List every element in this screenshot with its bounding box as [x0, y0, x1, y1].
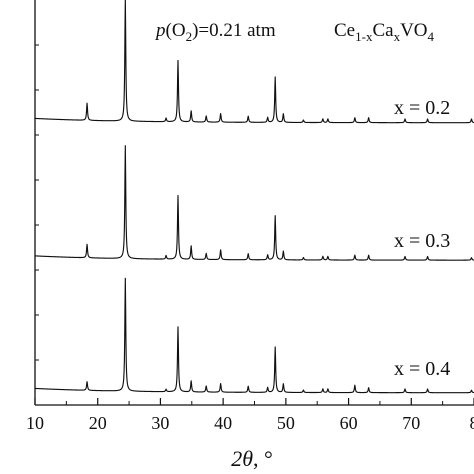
compound-ce-sub: 1-x	[355, 29, 373, 44]
compound-annotation: Ce1-xCaxVO4	[334, 20, 435, 44]
axes: 10 20 30 40 50 60 70 8	[26, 0, 474, 433]
pressure-annotation: p(O2)=0.21 atm	[154, 20, 276, 44]
compound-ce: Ce	[334, 20, 355, 41]
pressure-value: )=0.21 atm	[192, 20, 276, 41]
compound-vo-sub: 4	[428, 29, 435, 44]
x-axis-unit: , °	[253, 446, 273, 471]
series-label-3: x = 0.4	[394, 358, 450, 380]
x-tick-label: 60	[340, 413, 358, 433]
x-tick-label: 8	[470, 413, 474, 433]
x-axis-label: 2θ, °	[231, 446, 273, 471]
compound-ca-sub: x	[394, 29, 401, 44]
compound-vo: VO	[400, 20, 427, 41]
x-tick-label: 40	[214, 413, 232, 433]
pressure-symbol: p	[154, 20, 166, 41]
xrd-pattern-3	[34, 277, 474, 394]
x-tick-label: 30	[151, 413, 169, 433]
x-tick-label: 10	[26, 413, 44, 433]
x-axis-symbol: 2θ	[231, 446, 253, 471]
series-label-1: x = 0.2	[394, 97, 450, 119]
compound-ca: Ca	[372, 20, 394, 41]
xrd-pattern-1	[34, 0, 474, 124]
x-tick-label: 20	[89, 413, 107, 433]
pressure-subscript: 2	[186, 29, 193, 44]
series-label-2: x = 0.3	[394, 230, 450, 252]
x-tick-label: 50	[277, 413, 295, 433]
xrd-pattern-2	[34, 145, 474, 261]
pressure-open: (O	[166, 20, 186, 41]
x-tick-label: 70	[402, 413, 420, 433]
plot-area	[34, 0, 474, 394]
